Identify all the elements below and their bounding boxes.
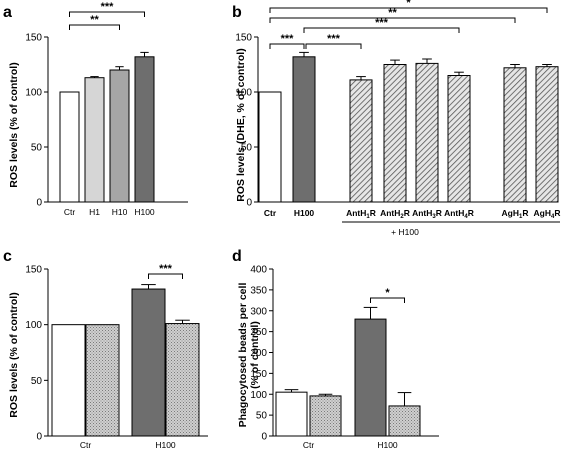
panel-b-significance-label: *** — [327, 33, 341, 45]
panel-c-plot: 0 50 100 150 Ctr H100 *** — [25, 263, 208, 450]
panel-a-significance-label: *** — [101, 1, 115, 13]
panel-c-significance-bracket — [148, 273, 183, 279]
panel-b-y-axis-label: ROS levels (DHE, % of control) — [235, 48, 247, 201]
panel-a-significance-bracket — [69, 24, 120, 30]
panel-a-y-tick-label: 0 — [36, 198, 42, 209]
panel-d-y-tick-label: 100 — [250, 390, 267, 401]
panel-b-significance-bracket — [305, 43, 362, 49]
panel-b-x-tick-label: AgH1R — [502, 208, 529, 220]
panel-b-x-tick-label: Ctr — [264, 208, 277, 218]
panel-b-bar — [292, 56, 316, 203]
panel-b-x-tick-label: AntH1R — [346, 208, 376, 220]
panel-d-y-tick-label: 50 — [256, 411, 268, 422]
panel-c-bar — [165, 323, 200, 437]
panel-d-y-tick-label: 300 — [250, 306, 267, 317]
panel-b: b ROS levels (DHE, % of control) 0 50 100 1… — [232, 0, 560, 237]
panel-d-y-tick-label: 350 — [250, 285, 267, 296]
panel-a-bar — [59, 91, 80, 203]
panel-b-letter: b — [232, 4, 242, 21]
panel-b-bar — [535, 66, 559, 203]
panel-d-y-tick-label: 0 — [261, 432, 267, 443]
panel-d-significance-label: * — [385, 287, 390, 299]
panel-d-y-tick-label: 400 — [250, 265, 267, 276]
panel-c-y-tick-label: 0 — [36, 432, 42, 443]
panel-a-y-tick-label: 150 — [25, 33, 42, 44]
panel-a-x-tick-label: Ctr — [64, 207, 76, 217]
panel-c-x-tick-label: H100 — [155, 440, 176, 450]
panel-d-y-tick-label: 150 — [250, 369, 267, 380]
panel-d-y-tick-label: 200 — [250, 348, 267, 359]
panel-d-bar — [309, 395, 342, 437]
panel-b-y-tick-label: 0 — [246, 198, 252, 209]
panel-b-y-tick-label: 50 — [241, 143, 253, 154]
panel-a-y-tick-label: 50 — [31, 143, 43, 154]
panel-b-significance-label: ** — [388, 7, 397, 19]
panel-a: a ROS levels (% of control) 0 50 100 150 Ctr… — [3, 1, 188, 217]
panel-b-significance-label: * — [406, 0, 411, 9]
panel-a-x-tick-label: H10 — [112, 207, 128, 217]
panel-d-x-tick-label: Ctr — [303, 440, 315, 450]
panel-b-significance-label: *** — [375, 17, 389, 29]
panel-a-plot: 0 50 100 150 Ctr H1 H10 H100 ***** — [25, 1, 188, 217]
panel-b-significance-bracket — [269, 7, 548, 13]
panel-b-plot: 0 50 100 150 Ctr H100 AntH1R AntH2R AntH3R AntH4R… — [235, 0, 560, 237]
panel-b-bar — [415, 62, 439, 203]
panel-a-letter: a — [3, 4, 12, 21]
panel-c-y-axis-label: ROS levels (% of control) — [8, 292, 20, 417]
panel-b-x-tick-label: AntH4R — [444, 208, 474, 220]
panel-b-x-tick-label: H100 — [294, 208, 315, 218]
panel-d-y-axis-label-line1: Phagocytosed beads per cell — [237, 283, 249, 428]
panel-b-bar — [349, 79, 373, 203]
panel-c-letter: c — [3, 248, 12, 265]
panel-b-bar — [383, 64, 407, 203]
panel-c: c ROS levels (% of control) 0 50 100 150 Ctr… — [3, 248, 208, 450]
panel-b-x-tick-label: AntH3R — [412, 208, 442, 220]
panel-c-y-tick-label: 100 — [25, 320, 42, 331]
panel-a-significance-label: ** — [90, 14, 99, 26]
panel-b-group-label: + H100 — [391, 227, 419, 237]
panel-d-bar — [275, 391, 308, 437]
panel-b-y-tick-label: 100 — [235, 88, 252, 99]
panel-a-significance-bracket — [69, 11, 145, 17]
panel-a-x-tick-label: H100 — [134, 207, 155, 217]
panel-a-y-tick-label: 100 — [25, 88, 42, 99]
panel-c-significance-label: *** — [159, 263, 173, 275]
panel-d: d Phagocytosed beads per cell (% of cont… — [232, 248, 439, 450]
panel-b-significance-bracket — [269, 17, 516, 23]
panel-b-x-tick-label: AgH4R — [534, 208, 561, 220]
panel-b-y-tick-label: 150 — [235, 33, 252, 44]
panel-d-bar — [388, 405, 421, 437]
panel-c-y-tick-label: 50 — [31, 376, 43, 387]
panel-b-x-tick-label: AntH2R — [380, 208, 410, 220]
panel-b-bar — [447, 75, 471, 203]
panel-b-significance-bracket — [269, 43, 305, 49]
panel-b-significance-label: *** — [281, 33, 295, 45]
panel-d-y-tick-label: 250 — [250, 327, 267, 338]
panel-a-bar — [84, 77, 105, 203]
panel-c-bar — [131, 288, 166, 437]
panel-d-y-axis-label-line2: (% of control) — [249, 321, 261, 389]
panel-c-bar — [51, 324, 86, 437]
panel-d-x-tick-label: H100 — [377, 440, 398, 450]
panel-c-x-tick-label: Ctr — [80, 440, 92, 450]
panel-d-y-axis-label: Phagocytosed beads per cell (% of contro… — [237, 283, 261, 428]
panel-a-bar — [109, 69, 130, 203]
panel-c-bar — [85, 324, 120, 437]
panel-a-y-axis-label: ROS levels (% of control) — [8, 62, 20, 187]
panel-d-letter: d — [232, 248, 242, 265]
panel-d-plot: 0 50 100 150 200 250 300 350 400 Ctr H100 * — [250, 265, 439, 450]
panel-a-bar — [134, 56, 155, 203]
panel-b-bar — [503, 67, 527, 203]
panel-b-significance-bracket — [303, 27, 460, 33]
panel-d-bar — [354, 318, 387, 437]
panel-a-x-tick-label: H1 — [89, 207, 100, 217]
panel-c-y-tick-label: 150 — [25, 265, 42, 276]
panel-b-bar — [258, 91, 282, 203]
panel-d-significance-bracket — [370, 297, 405, 303]
